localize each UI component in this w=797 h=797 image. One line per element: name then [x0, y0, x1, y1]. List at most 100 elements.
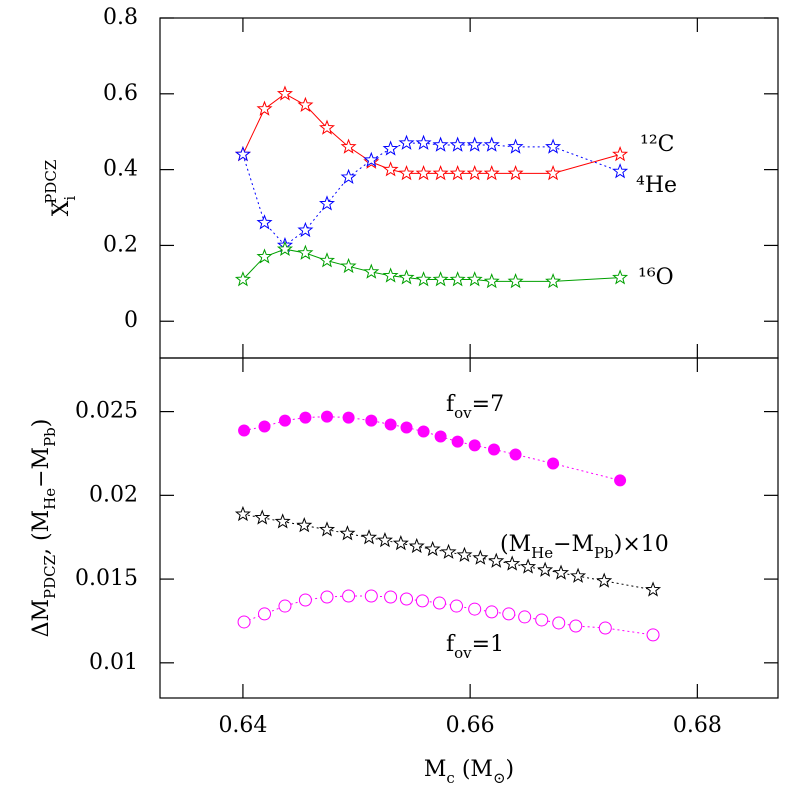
circle-marker — [450, 599, 464, 613]
circle-marker — [342, 411, 355, 424]
star-marker — [234, 146, 251, 162]
star-marker — [256, 248, 273, 264]
star-marker — [392, 534, 409, 551]
x-tick-label: 0.66 — [446, 713, 495, 738]
text-part: X — [49, 200, 74, 216]
circle-marker — [552, 616, 566, 630]
text-part: ) — [29, 419, 54, 428]
star-marker — [483, 136, 500, 152]
y-tick-label: 0.025 — [75, 399, 138, 424]
star-marker — [339, 525, 356, 541]
star-marker — [488, 552, 505, 568]
circle-marker — [400, 592, 414, 606]
star-marker — [256, 214, 273, 230]
star-marker — [415, 134, 432, 150]
star-marker — [276, 240, 293, 257]
series-label: (MHe−MPb)×10 — [500, 532, 669, 562]
circle-marker — [299, 411, 312, 424]
star-marker — [432, 164, 449, 181]
text-part: f — [446, 392, 456, 417]
star-marker — [440, 543, 457, 559]
y-tick-label: 0.6 — [103, 81, 138, 106]
star-marker — [432, 136, 449, 152]
star-marker — [398, 134, 415, 150]
star-marker — [408, 537, 425, 554]
circle-marker — [417, 425, 430, 438]
star-marker — [363, 151, 380, 167]
circle-marker — [364, 589, 378, 603]
text-part: ) — [506, 757, 515, 782]
circle-marker — [468, 439, 481, 452]
series-line — [244, 416, 621, 481]
circle-marker — [237, 615, 251, 629]
circle-marker — [535, 613, 549, 627]
series-line — [242, 142, 621, 247]
star-marker — [507, 138, 524, 154]
star-marker — [297, 96, 314, 112]
text-part: =7 — [472, 392, 504, 417]
star-marker — [376, 531, 393, 548]
star-marker — [504, 555, 521, 571]
series-label: ¹²C — [640, 132, 674, 157]
text-part: f — [446, 632, 456, 657]
text-part: , (M — [29, 510, 54, 555]
text-part: PDCZ — [41, 555, 59, 599]
text-part: ΔM — [29, 599, 54, 637]
star-marker — [545, 164, 562, 181]
circle-marker — [468, 602, 482, 616]
x-tick-label: 0.64 — [218, 713, 267, 738]
circle-marker — [434, 430, 447, 443]
circle-marker — [547, 457, 560, 470]
text-part: )×10 — [614, 532, 669, 557]
star-marker — [340, 138, 357, 154]
text-part: Pb — [41, 427, 59, 447]
circle-marker — [569, 619, 583, 633]
star-marker — [234, 271, 251, 287]
star-marker — [363, 263, 380, 279]
star-marker — [466, 136, 483, 152]
y-axis-label: XiPDCZ — [42, 160, 79, 217]
text-part: PDCZ — [42, 160, 60, 204]
series-label: fov=1 — [446, 632, 504, 662]
star-marker — [553, 564, 570, 580]
star-marker — [398, 164, 415, 181]
star-marker — [234, 505, 251, 522]
star-marker — [340, 257, 357, 274]
text-part: ov — [454, 644, 472, 662]
star-marker — [612, 146, 629, 162]
series-line — [242, 248, 621, 282]
circle-marker — [646, 628, 660, 642]
plot-frame — [159, 17, 779, 359]
x-tick-label: 0.68 — [673, 713, 722, 738]
circle-marker — [278, 414, 291, 427]
circle-marker — [432, 596, 446, 610]
series-label: fov=7 — [446, 392, 504, 422]
text-part: ⊙ — [493, 769, 506, 787]
text-part: ov — [454, 404, 472, 422]
star-marker — [297, 221, 314, 238]
star-marker — [545, 138, 562, 154]
star-marker — [318, 252, 336, 268]
y-tick-label: 0 — [124, 308, 138, 333]
star-marker — [382, 267, 399, 283]
y-tick-label: 0.015 — [75, 566, 138, 591]
circle-marker — [278, 599, 292, 613]
star-marker — [432, 271, 449, 287]
y-tick-label: 0.2 — [103, 232, 138, 257]
star-marker — [456, 546, 473, 562]
text-part: =1 — [472, 632, 504, 657]
text-part: Pb — [594, 544, 614, 562]
star-marker — [537, 561, 554, 577]
text-part: −M — [29, 447, 54, 488]
y-tick-label: 0.02 — [89, 482, 138, 507]
circle-marker — [518, 610, 532, 624]
star-marker — [276, 85, 293, 101]
star-marker — [415, 271, 432, 287]
series-line — [242, 93, 621, 174]
text-part: −M — [553, 532, 594, 557]
star-marker — [297, 244, 314, 260]
circle-marker — [258, 607, 272, 621]
star-marker — [449, 136, 466, 152]
circle-marker — [485, 605, 499, 619]
star-marker — [612, 269, 629, 285]
